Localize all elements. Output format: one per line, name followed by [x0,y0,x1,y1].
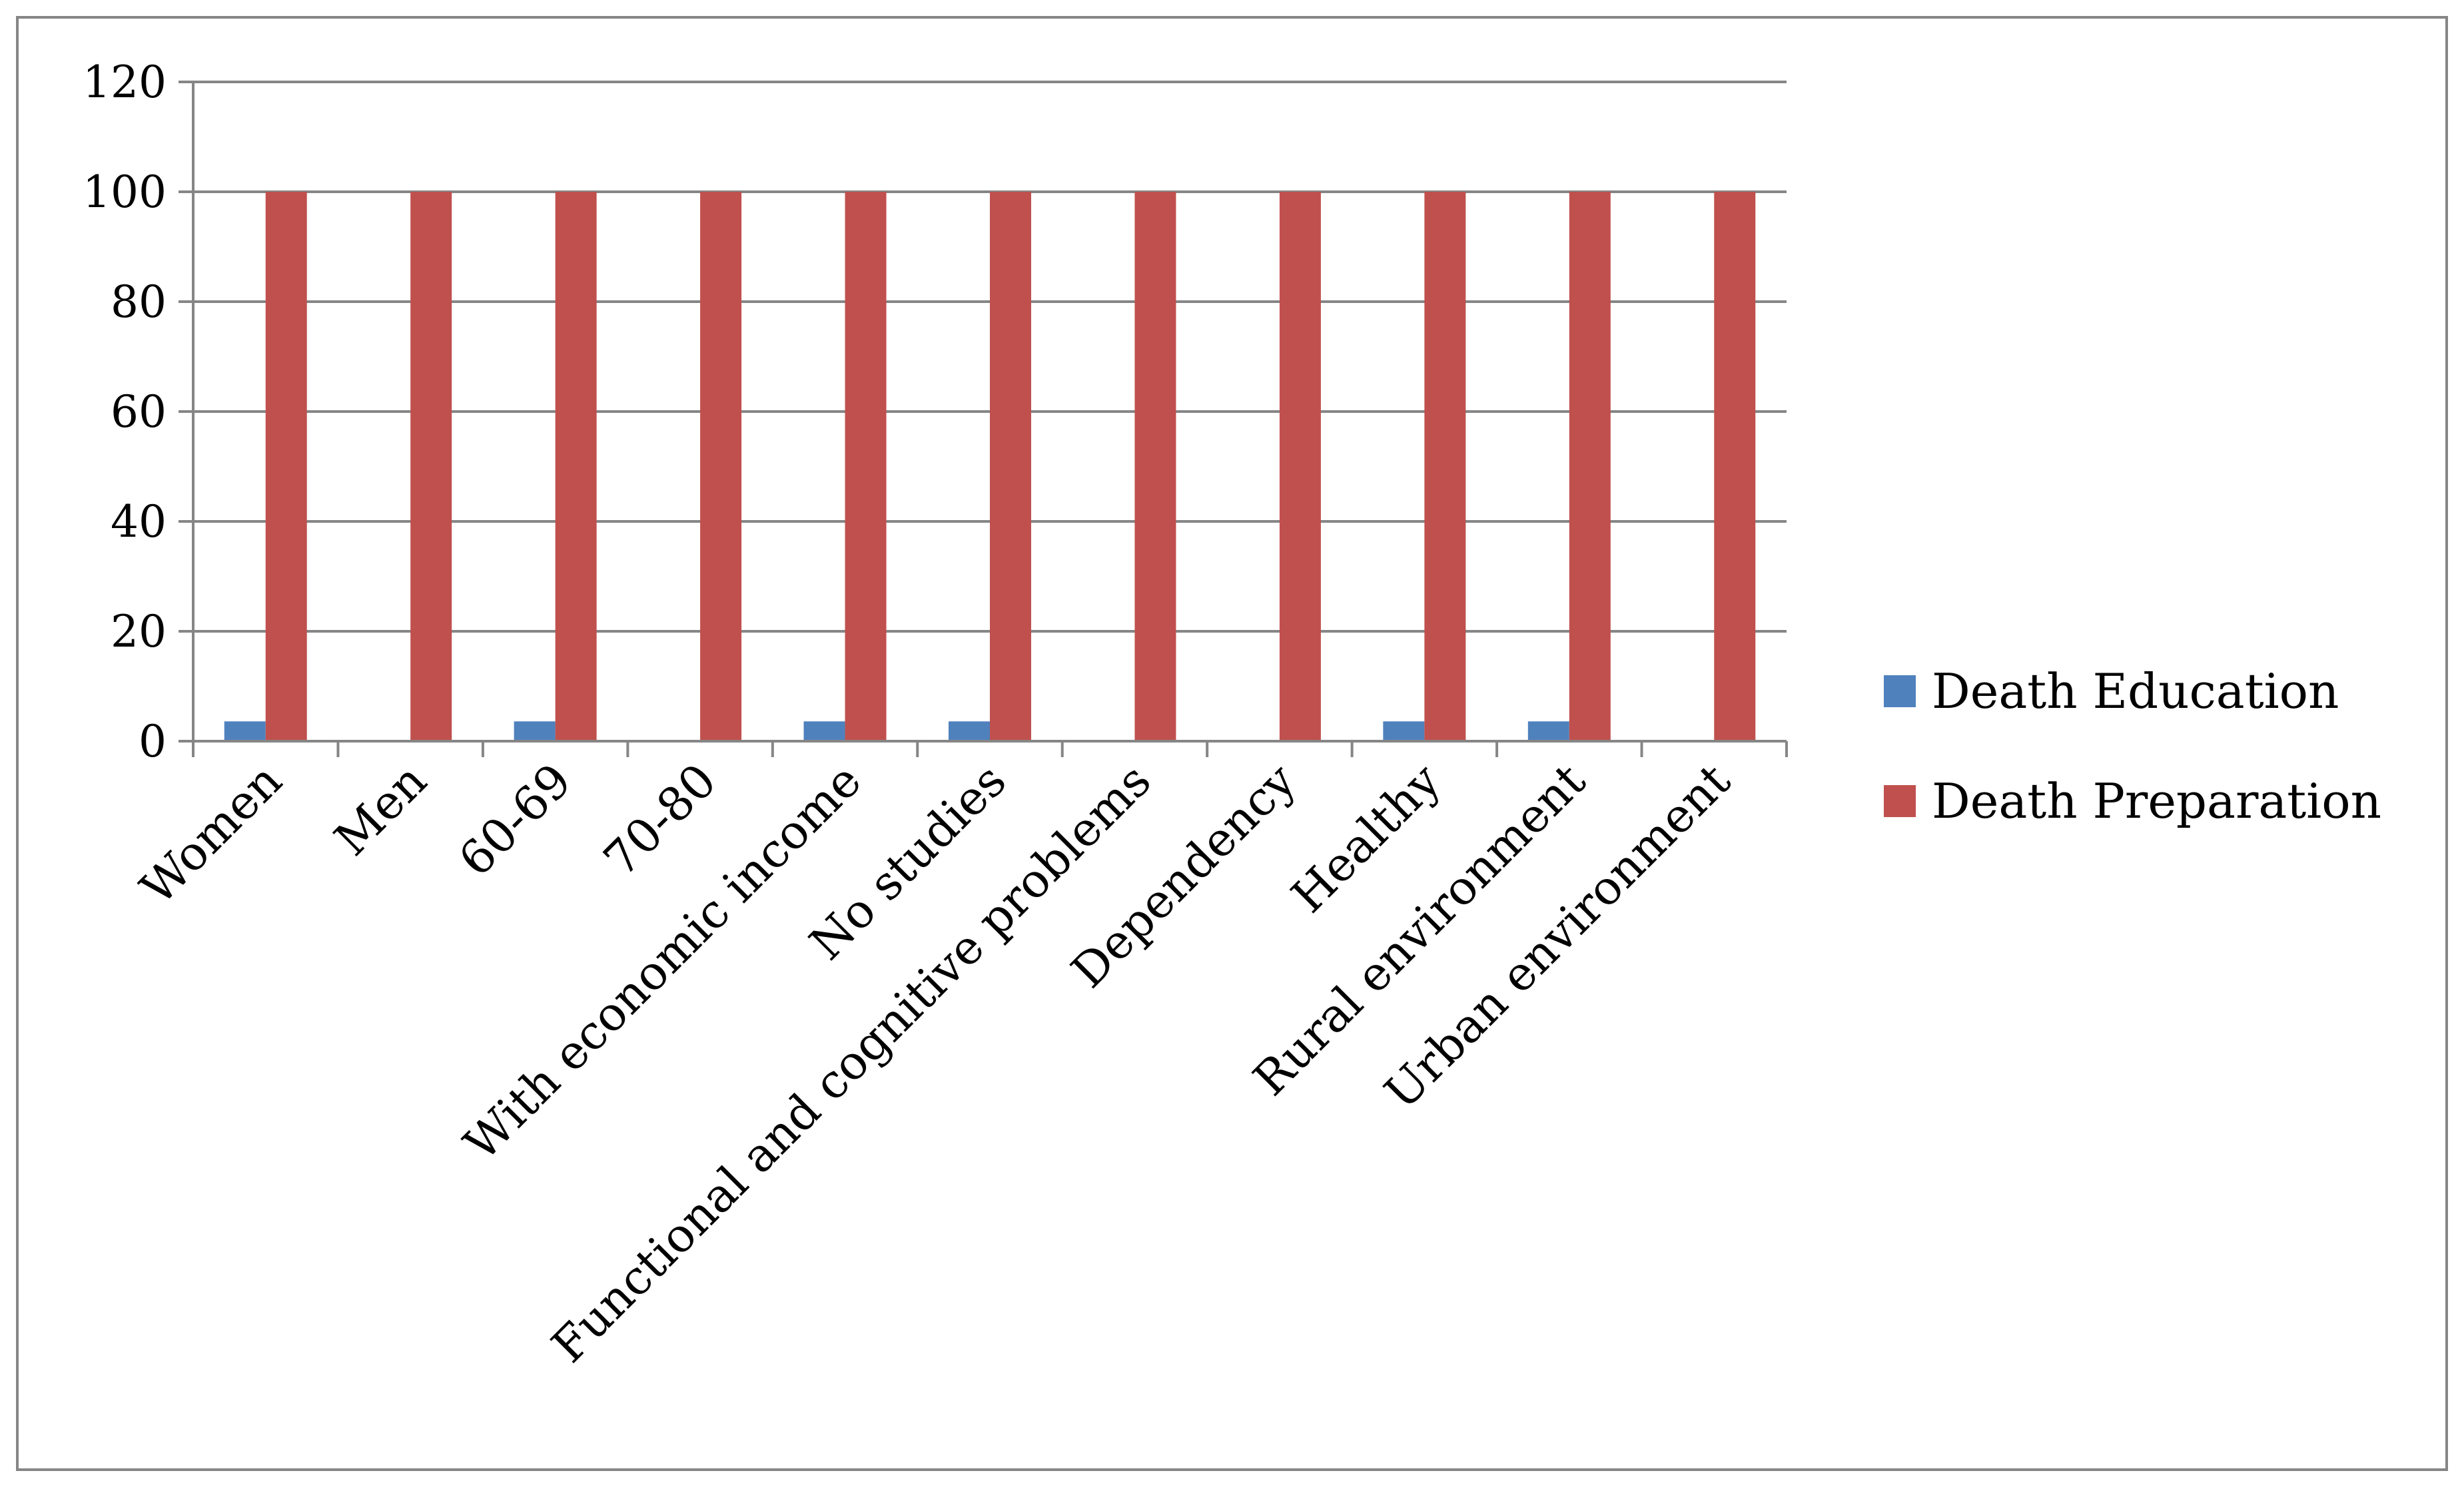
y-tick-label: 80 [111,276,167,328]
bar-death-preparation [1134,192,1176,741]
axes [179,81,1788,757]
bar-death-preparation [700,192,742,741]
category-label: Men [324,753,437,866]
bars [224,192,1756,741]
bar-death-preparation [555,192,597,741]
y-tick-label: 20 [111,606,167,657]
bar-death-education [1383,721,1425,741]
y-tick-labels: 0 20 40 60 80 100 120 [83,57,167,767]
bar-death-preparation [1714,192,1756,741]
legend-label: Death Education [1932,663,2339,719]
bar-death-preparation [265,192,307,741]
bar-death-education [1527,721,1569,741]
bar-death-education [224,721,266,741]
bar-death-preparation [410,192,452,741]
legend-swatch [1884,675,1916,707]
legend-label: Death Preparation [1932,773,2381,829]
category-label: Women [130,753,292,915]
legend: Death Education Death Preparation [1884,663,2381,829]
y-tick-label: 0 [139,716,167,767]
y-tick-label: 100 [83,166,167,218]
bar-death-preparation [1279,192,1321,741]
bar-death-preparation [845,192,887,741]
bar-death-education [949,721,990,741]
category-label: 60-69 [448,753,582,887]
bar-death-preparation [1569,192,1611,741]
bar-death-education [514,721,556,741]
category-label: 70-80 [593,753,727,887]
bar-death-preparation [990,192,1031,741]
legend-swatch [1884,785,1916,817]
y-tick-label: 40 [111,496,167,547]
bar-death-education [803,721,845,741]
y-tick-label: 120 [83,57,167,108]
y-tick-label: 60 [111,386,167,438]
chart-frame: 0 20 40 60 80 100 120 Women Men 60-69 70-80 With e… [16,16,2448,1471]
bar-death-preparation [1424,192,1466,741]
